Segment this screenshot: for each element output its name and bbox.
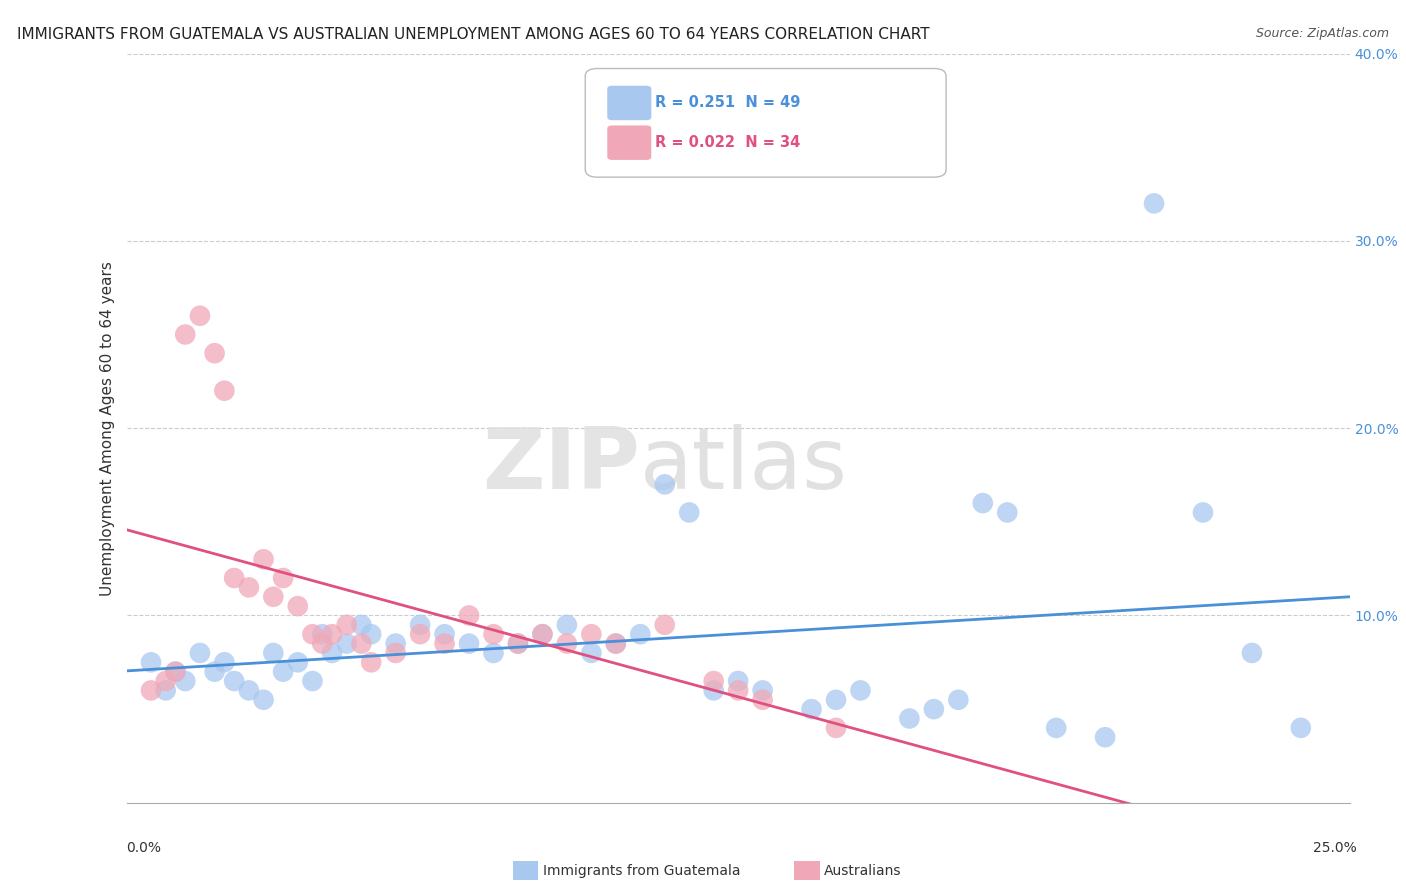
Point [581,646,603,660]
Point [188,309,211,323]
Point [204,346,226,360]
Point [948,692,970,706]
Point [165,665,187,679]
Point [224,571,246,585]
Point [654,477,676,491]
Point [825,721,848,735]
Point [409,618,432,632]
Point [360,655,382,669]
Point [301,627,323,641]
Point [311,637,333,651]
Point [605,637,627,651]
Point [287,599,309,614]
Point [628,627,651,641]
Point [271,571,294,585]
Point [482,627,505,641]
Point [224,674,246,689]
Y-axis label: Unemployment Among Ages 60 to 64 years: Unemployment Among Ages 60 to 64 years [100,260,115,596]
Point [506,637,529,651]
Point [1289,721,1312,735]
Point [995,505,1018,519]
Point [336,637,359,651]
Point [1045,721,1067,735]
Point [703,683,725,698]
Text: Source: ZipAtlas.com: Source: ZipAtlas.com [1256,27,1389,40]
Point [155,683,177,698]
Text: Australians: Australians [824,863,901,878]
Point [262,646,284,660]
Point [301,674,323,689]
Point [1192,505,1215,519]
Text: 0.0%: 0.0% [127,841,162,855]
Point [727,683,749,698]
Point [350,637,373,651]
Point [751,683,773,698]
Point [1240,646,1263,660]
Point [336,618,359,632]
Point [458,637,481,651]
Point [155,674,177,689]
Point [482,646,505,660]
FancyBboxPatch shape [607,126,651,160]
Point [214,655,236,669]
Point [321,646,343,660]
Point [287,655,309,669]
Point [1094,730,1116,744]
Point [654,618,676,632]
Point [703,674,725,689]
Text: atlas: atlas [640,424,848,508]
Point [238,683,260,698]
Point [409,627,432,641]
FancyBboxPatch shape [607,86,651,120]
Point [321,627,343,641]
Point [678,505,700,519]
Point [972,496,994,510]
Point [360,627,382,641]
Point [384,637,406,651]
Point [252,692,274,706]
Text: 25.0%: 25.0% [1313,841,1357,855]
Point [849,683,872,698]
Point [238,581,260,595]
Point [898,712,921,726]
Text: Immigrants from Guatemala: Immigrants from Guatemala [543,863,740,878]
Point [139,683,162,698]
Point [825,692,848,706]
Point [531,627,554,641]
Point [433,627,456,641]
Point [311,627,333,641]
Point [214,384,236,398]
Point [751,692,773,706]
Point [555,618,578,632]
Point [605,637,627,651]
Point [384,646,406,660]
Point [262,590,284,604]
Point [506,637,529,651]
Point [252,552,274,566]
Point [174,327,197,342]
Point [271,665,294,679]
FancyBboxPatch shape [585,69,946,178]
Point [174,674,197,689]
Text: R = 0.022  N = 34: R = 0.022 N = 34 [655,136,800,150]
Point [1143,196,1166,211]
Point [555,637,578,651]
Point [800,702,823,716]
Text: R = 0.251  N = 49: R = 0.251 N = 49 [655,95,800,111]
Point [581,627,603,641]
Point [139,655,162,669]
Point [458,608,481,623]
Point [204,665,226,679]
Point [922,702,945,716]
Point [433,637,456,651]
Point [165,665,187,679]
Point [350,618,373,632]
Text: IMMIGRANTS FROM GUATEMALA VS AUSTRALIAN UNEMPLOYMENT AMONG AGES 60 TO 64 YEARS C: IMMIGRANTS FROM GUATEMALA VS AUSTRALIAN … [17,27,929,42]
Point [531,627,554,641]
Text: ZIP: ZIP [482,424,640,508]
Point [188,646,211,660]
Point [727,674,749,689]
